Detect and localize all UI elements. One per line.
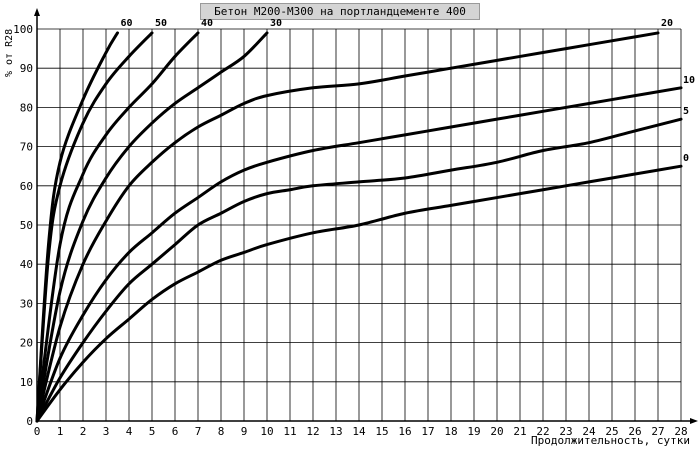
series-line-0 — [35, 164, 683, 423]
chart-title: Бетон М200-М300 на портландцементе 400 — [200, 3, 480, 20]
series-lines — [35, 31, 683, 423]
x-tick-label: 9 — [241, 425, 248, 438]
x-tick-label: 28 — [674, 425, 687, 438]
series-line-60 — [35, 31, 119, 423]
x-tick-label: 3 — [103, 425, 110, 438]
y-tick-label: 40 — [20, 258, 33, 271]
y-tick-label: 70 — [20, 141, 33, 154]
series-label-0: 0 — [683, 153, 689, 164]
x-tick-label: 2 — [80, 425, 87, 438]
x-tick-label: 5 — [149, 425, 156, 438]
series-line-30 — [35, 31, 269, 423]
x-tick-label: 27 — [651, 425, 664, 438]
y-axis-arrow-icon — [34, 8, 40, 16]
y-tick-label: 30 — [20, 297, 33, 310]
y-tick-label: 10 — [20, 376, 33, 389]
series-label-10: 10 — [683, 75, 695, 86]
series-line-50 — [35, 31, 154, 423]
y-tick-label: 20 — [20, 337, 33, 350]
x-tick-label: 18 — [444, 425, 457, 438]
x-tick-label: 6 — [172, 425, 179, 438]
series-label-40: 40 — [201, 18, 213, 29]
series-label-60: 60 — [121, 18, 133, 29]
x-tick-label: 4 — [126, 425, 133, 438]
x-tick-label: 13 — [329, 425, 342, 438]
x-tick-label: 23 — [559, 425, 572, 438]
x-tick-label: 19 — [467, 425, 480, 438]
series-line-20 — [35, 31, 660, 423]
y-axis-label: % от R28 — [4, 29, 15, 77]
x-tick-label: 16 — [398, 425, 411, 438]
x-tick-label: 22 — [536, 425, 549, 438]
y-tick-label: 80 — [20, 101, 33, 114]
x-tick-labels: 0 1 2 3 4 5 6 7 8 9 10 11 12 13 14 15 16 17 18 19 20 21 22 23 24… — [34, 425, 688, 438]
series-line-10 — [35, 86, 683, 423]
x-tick-label: 1 — [57, 425, 64, 438]
x-tick-label: 8 — [218, 425, 225, 438]
x-tick-label: 26 — [628, 425, 641, 438]
x-axis-label: Продолжительность, сутки — [531, 434, 690, 447]
x-tick-label: 11 — [283, 425, 296, 438]
x-tick-label: 12 — [306, 425, 319, 438]
y-tick-label: 60 — [20, 180, 33, 193]
series-line-5 — [35, 117, 683, 423]
series-label-30: 30 — [270, 18, 282, 29]
series-label-50: 50 — [155, 18, 167, 29]
x-tick-label: 17 — [421, 425, 434, 438]
y-tick-label: 90 — [20, 62, 33, 75]
series-label-20: 20 — [661, 18, 673, 29]
y-tick-labels: 0 10 20 30 40 50 60 70 80 90 100 — [13, 23, 33, 428]
x-tick-label: 25 — [605, 425, 618, 438]
x-axis-arrow-icon — [690, 418, 698, 424]
y-tick-label: 50 — [20, 219, 33, 232]
series-label-5: 5 — [683, 106, 689, 117]
y-tick-label: 100 — [13, 23, 33, 36]
axes — [34, 8, 698, 424]
series-labels: 0 5 10 20 30 40 50 60 — [121, 18, 696, 164]
x-tick-label: 24 — [582, 425, 596, 438]
x-tick-label: 7 — [195, 425, 202, 438]
series-line-40 — [35, 31, 200, 423]
x-tick-label: 14 — [352, 425, 366, 438]
x-tick-label: 21 — [513, 425, 526, 438]
x-tick-label: 10 — [260, 425, 273, 438]
y-tick-label: 0 — [26, 415, 33, 428]
x-tick-label: 15 — [375, 425, 388, 438]
x-tick-label: 0 — [34, 425, 41, 438]
x-tick-label: 20 — [490, 425, 503, 438]
